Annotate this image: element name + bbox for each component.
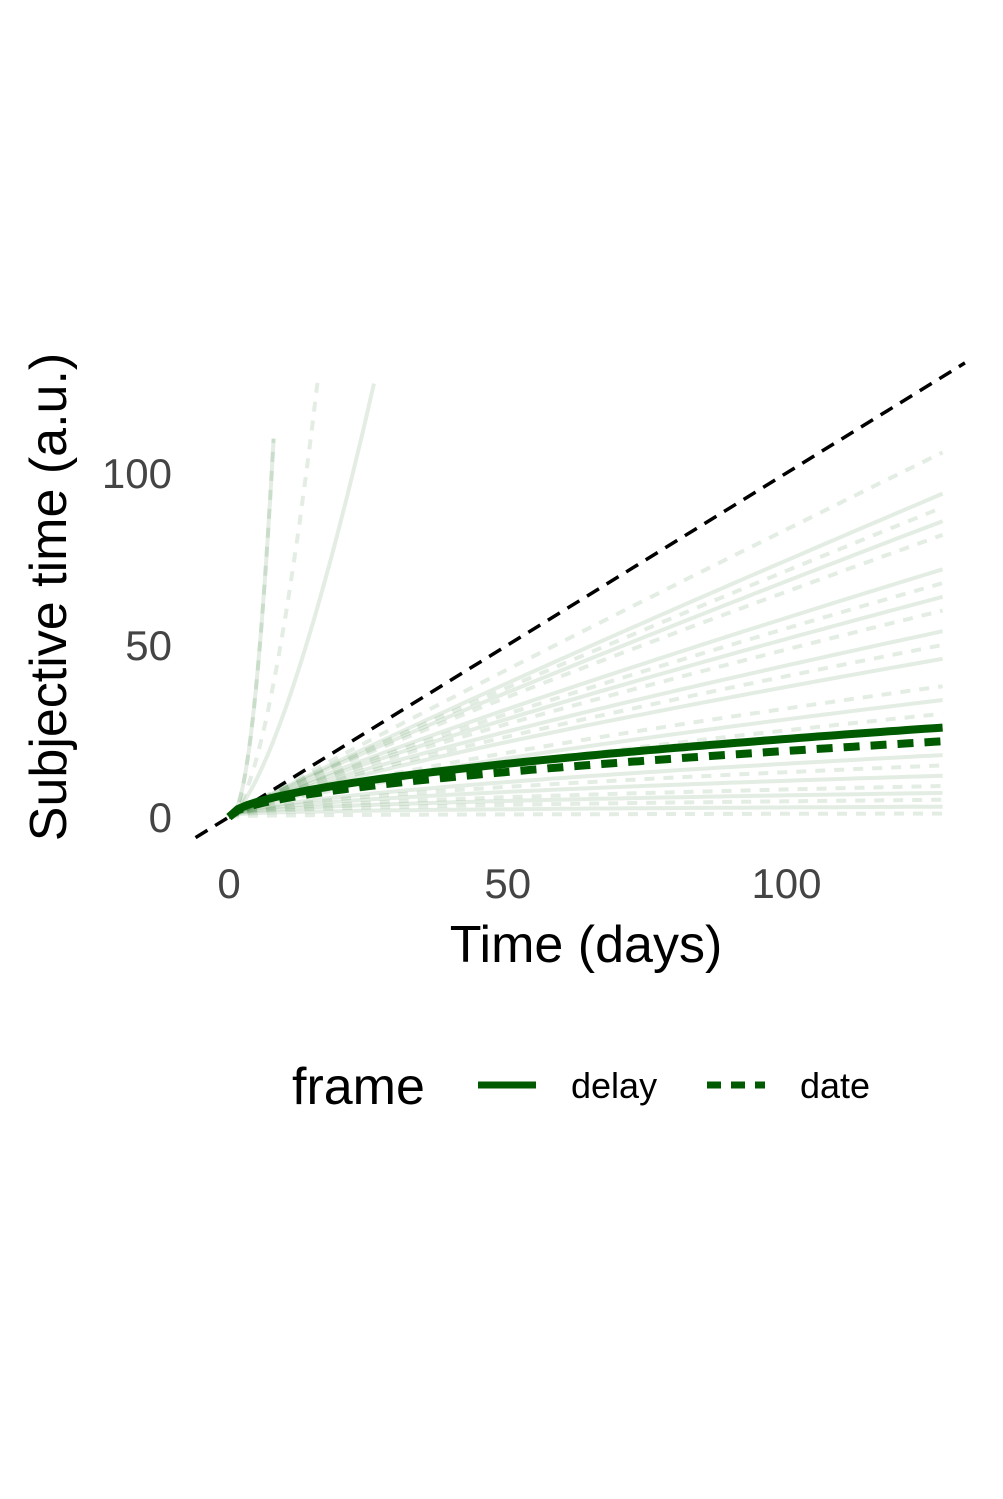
individual-series-line [227, 519, 944, 819]
individual-series-line [228, 376, 321, 819]
individual-series-line [228, 594, 944, 819]
individual-series-line [228, 643, 943, 819]
individual-series-line [228, 567, 944, 819]
reference-line-layer [194, 361, 966, 840]
x-tick-label: 0 [217, 860, 240, 907]
y-axis-ticks: 0 50 100 [102, 450, 172, 841]
individual-series-line [228, 753, 943, 819]
x-tick-label: 100 [751, 860, 821, 907]
individual-series-line [228, 533, 944, 819]
x-tick-label: 50 [484, 860, 531, 907]
y-tick-label: 100 [102, 450, 172, 497]
legend-label-date: date [800, 1065, 870, 1106]
individual-series-line [228, 629, 944, 819]
individual-series-line [228, 581, 944, 819]
individual-series-line [228, 811, 943, 819]
summary-series-layer [226, 723, 943, 821]
individual-series-line [227, 450, 944, 819]
x-axis-ticks: 0 50 100 [217, 860, 821, 907]
individual-series-line [228, 383, 376, 819]
legend-label-delay: delay [571, 1065, 657, 1106]
individual-series-line [227, 505, 944, 819]
individual-series-line [228, 656, 943, 819]
identity-reference-line [194, 361, 966, 840]
legend: frame delay date [292, 1058, 870, 1116]
summary-line-date [226, 737, 943, 821]
individual-series-line [228, 790, 943, 819]
legend-title: frame [292, 1058, 425, 1116]
individual-series-line [228, 773, 943, 819]
individual-series-line [228, 763, 943, 819]
y-axis-title: Subjective time (a.u.) [20, 353, 78, 841]
individual-series-line [228, 784, 943, 819]
y-tick-label: 0 [149, 794, 172, 841]
individual-series-line [228, 804, 943, 819]
summary-line-delay [226, 723, 943, 820]
individual-series-line [227, 491, 944, 819]
y-tick-label: 50 [125, 622, 172, 669]
x-axis-title: Time (days) [450, 916, 723, 974]
individual-series-line [228, 797, 943, 819]
